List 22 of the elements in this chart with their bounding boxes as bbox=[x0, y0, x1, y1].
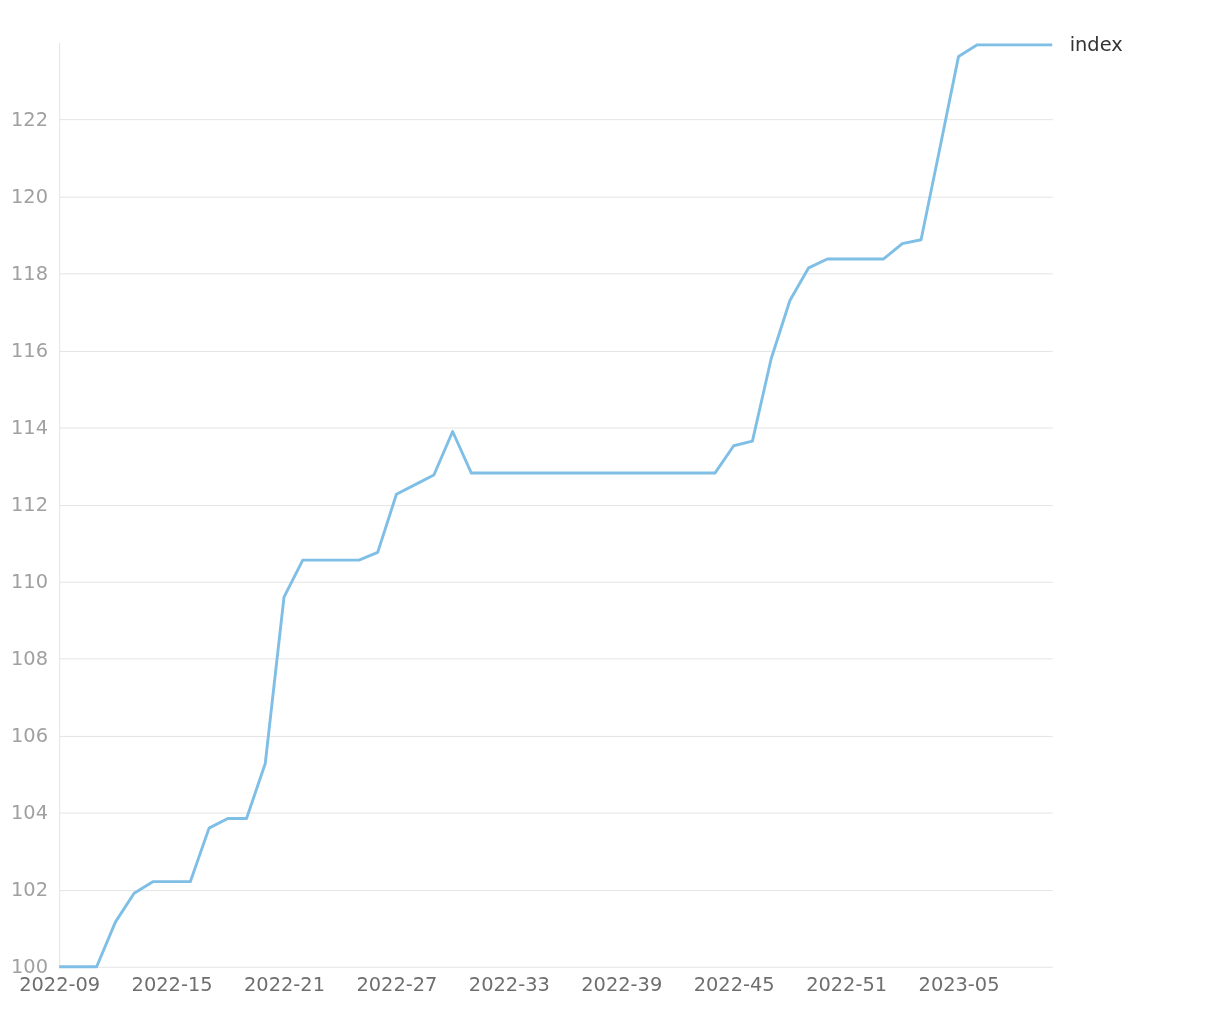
x-tick-label: 2022-51 bbox=[806, 972, 888, 996]
y-tick-label: 106 bbox=[11, 724, 48, 748]
y-tick-label: 120 bbox=[11, 184, 48, 208]
y-tick-label: 118 bbox=[11, 261, 48, 285]
y-tick-label: 116 bbox=[11, 338, 48, 362]
y-tick-label: 110 bbox=[11, 569, 48, 593]
x-tick-label: 2022-27 bbox=[356, 972, 438, 996]
y-tick-label: 104 bbox=[11, 801, 48, 825]
y-tick-label: 112 bbox=[11, 492, 48, 516]
y-tick-label: 102 bbox=[11, 878, 48, 902]
x-tick-label: 2022-45 bbox=[693, 972, 775, 996]
x-tick-label: 2022-33 bbox=[468, 972, 550, 996]
line-series bbox=[57, 43, 1054, 969]
x-tick-label: 2022-21 bbox=[244, 972, 325, 996]
x-tick-label: 2022-09 bbox=[19, 972, 101, 996]
x-tick-label: 2022-39 bbox=[581, 972, 663, 996]
y-tick-label: 114 bbox=[11, 415, 48, 439]
y-tick-label: 108 bbox=[11, 646, 48, 670]
y-tick-label: 122 bbox=[11, 107, 48, 131]
x-tick-label: 2023-05 bbox=[918, 972, 1000, 996]
x-tick-label: 2022-15 bbox=[131, 972, 213, 996]
series-label: index bbox=[1069, 32, 1123, 56]
